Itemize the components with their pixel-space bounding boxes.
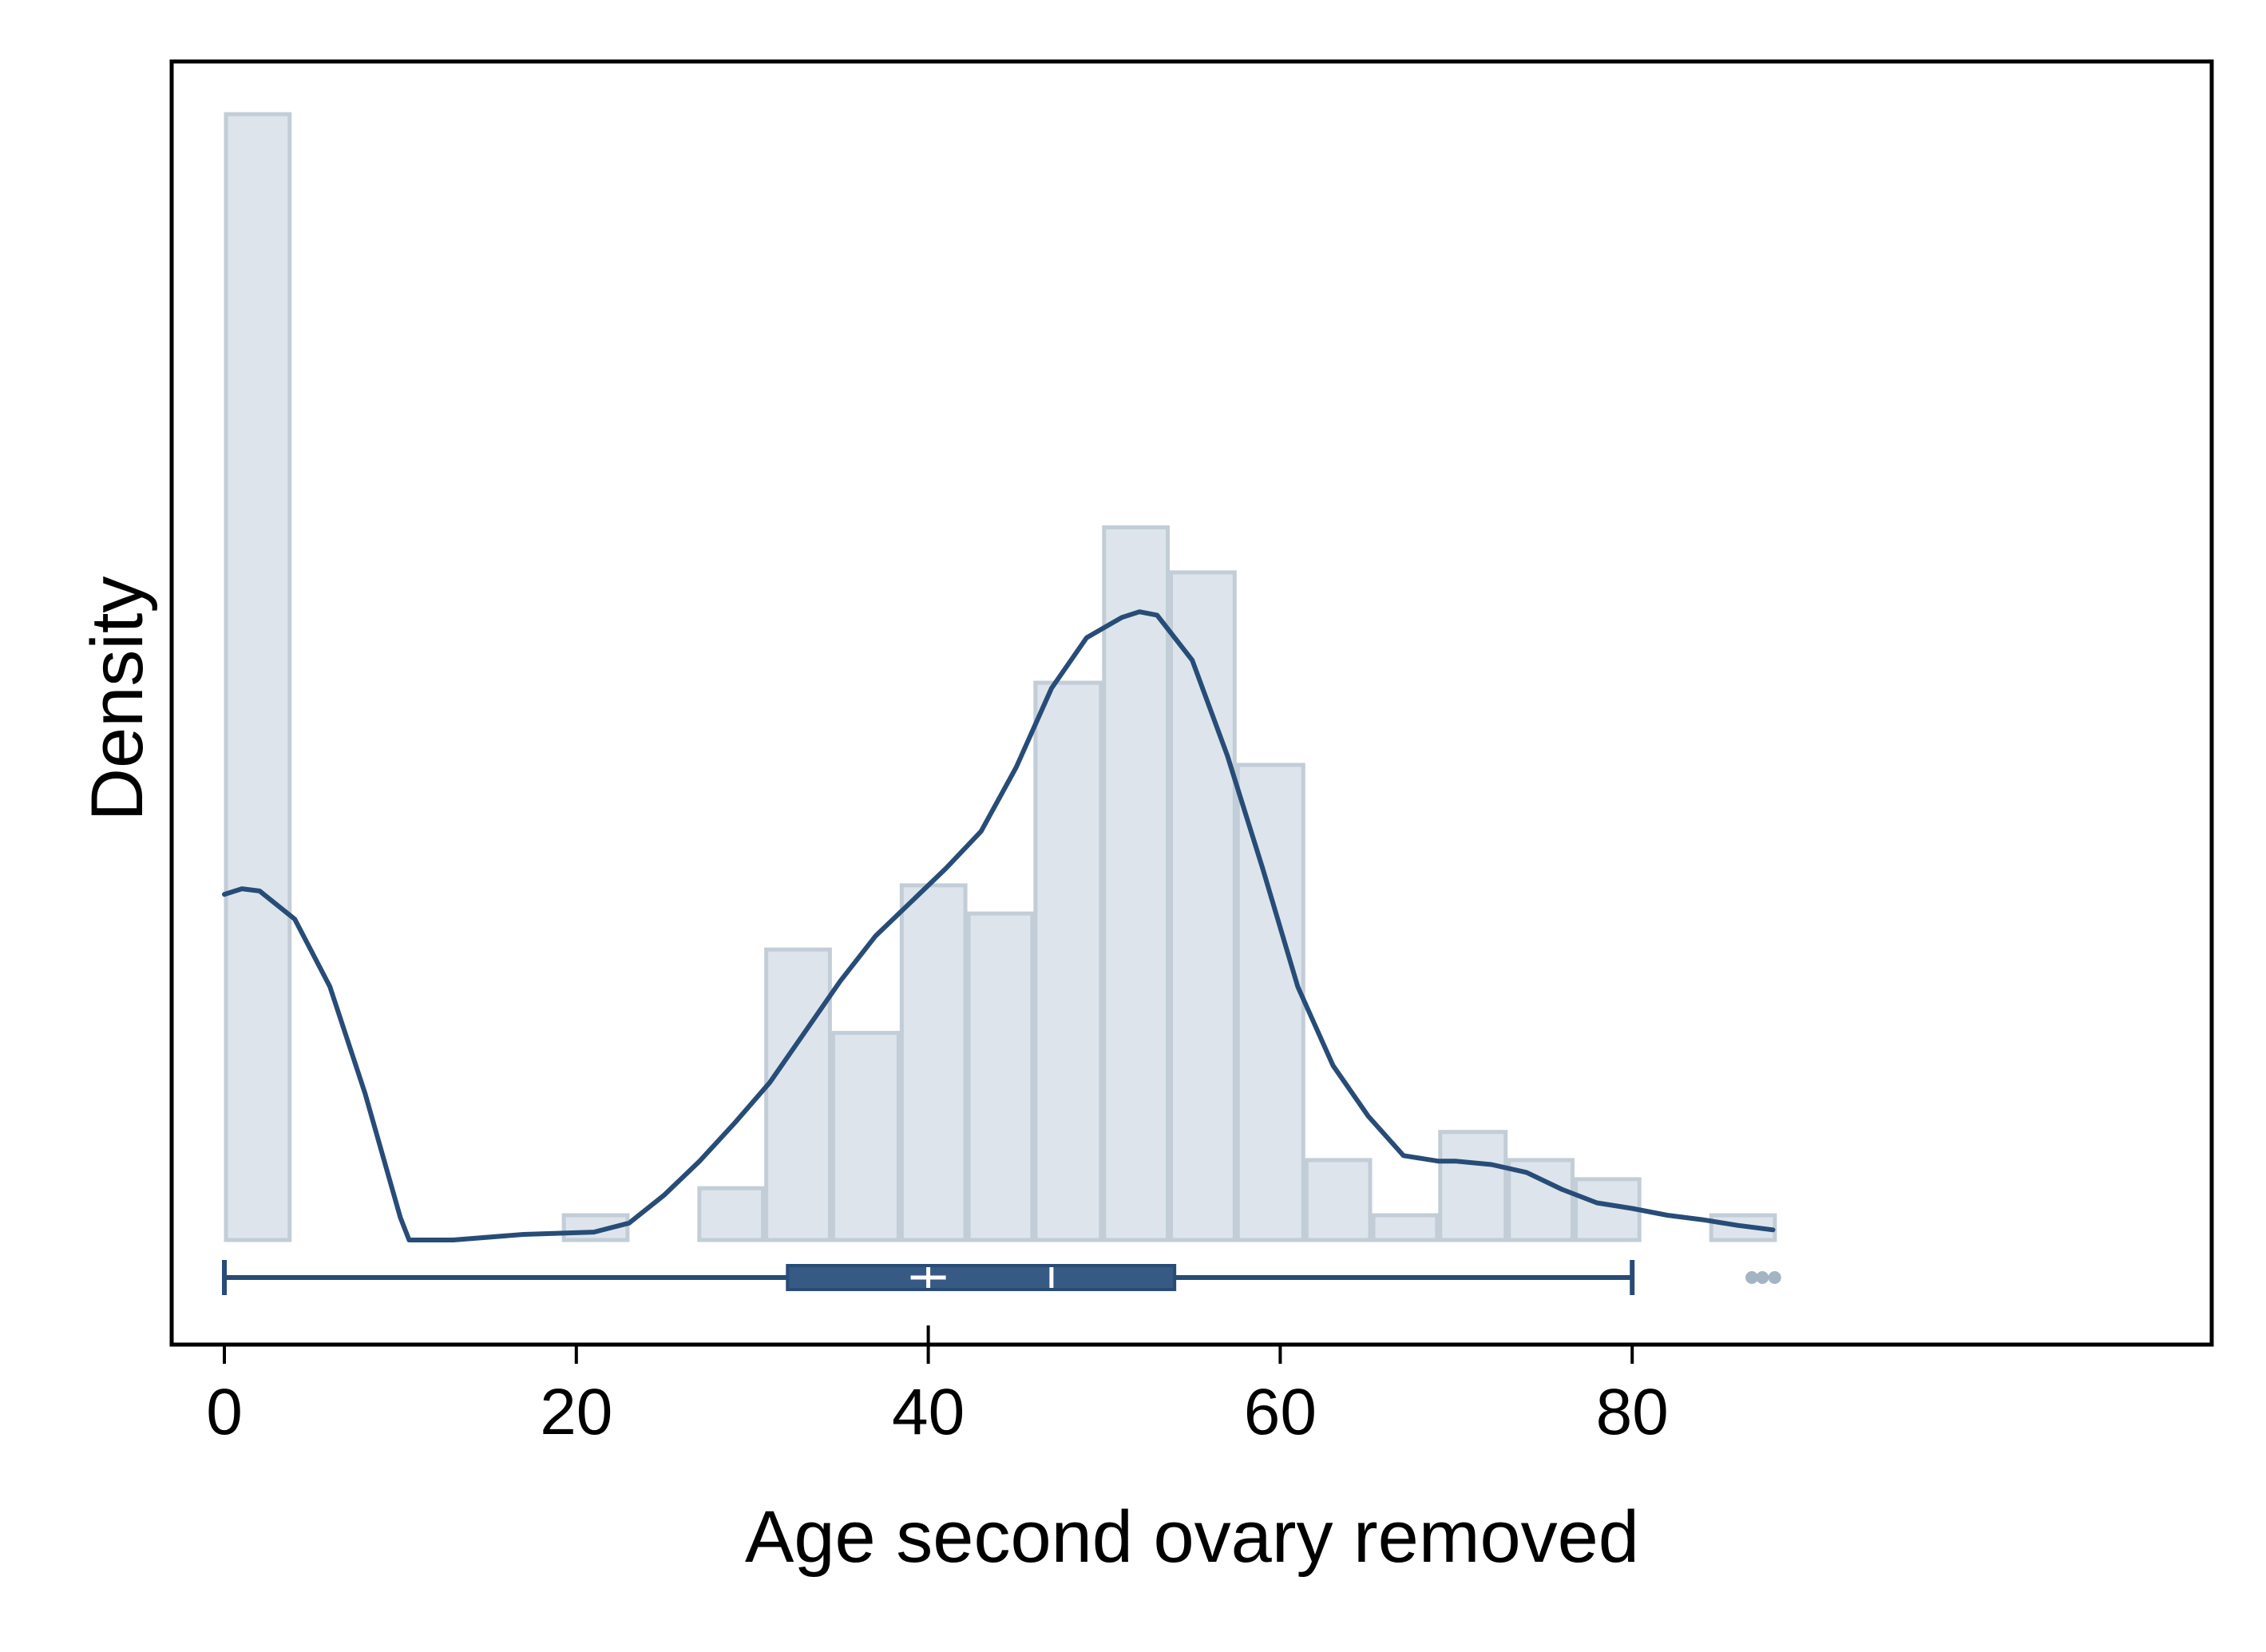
- histogram-bar: [1438, 1130, 1508, 1242]
- histogram-bar: [1371, 1213, 1440, 1242]
- density-curve: [222, 609, 1776, 1242]
- outlier-point: [1745, 1271, 1759, 1284]
- box-plot: [222, 1260, 1781, 1295]
- histogram-bar: [899, 883, 968, 1242]
- x-tick-label: 60: [1244, 1376, 1317, 1448]
- density-layer: [222, 609, 1776, 1242]
- histogram-bar: [1304, 1158, 1373, 1242]
- x-tick-label: 20: [540, 1376, 612, 1448]
- y-axis-title: Density: [77, 576, 158, 822]
- histogram-bar: [1573, 1177, 1642, 1242]
- histogram-bar: [1033, 680, 1103, 1242]
- histogram-bar: [1169, 570, 1237, 1242]
- outlier-point: [1768, 1271, 1781, 1284]
- histogram-bar: [224, 112, 292, 1242]
- histogram-bar: [1102, 525, 1171, 1242]
- x-tick-label: 40: [892, 1376, 965, 1448]
- histogram-bar: [1235, 763, 1305, 1242]
- outlier-point: [1756, 1271, 1769, 1284]
- histogram-bar: [966, 911, 1035, 1242]
- box-iqr: [786, 1264, 1177, 1291]
- x-axis-title: Age second ovary removed: [745, 1496, 1639, 1578]
- histogram-bars: [224, 112, 1777, 1242]
- histogram-bar: [1507, 1158, 1575, 1242]
- x-axis: 0 20 40 60 80: [206, 1325, 1669, 1448]
- histogram-bar: [830, 1031, 901, 1242]
- x-tick-label: 0: [206, 1376, 243, 1448]
- histogram-bar: [697, 1186, 766, 1242]
- plot-frame: [169, 59, 2214, 1347]
- histogram-bar: [764, 947, 832, 1242]
- x-tick-label: 80: [1596, 1376, 1669, 1448]
